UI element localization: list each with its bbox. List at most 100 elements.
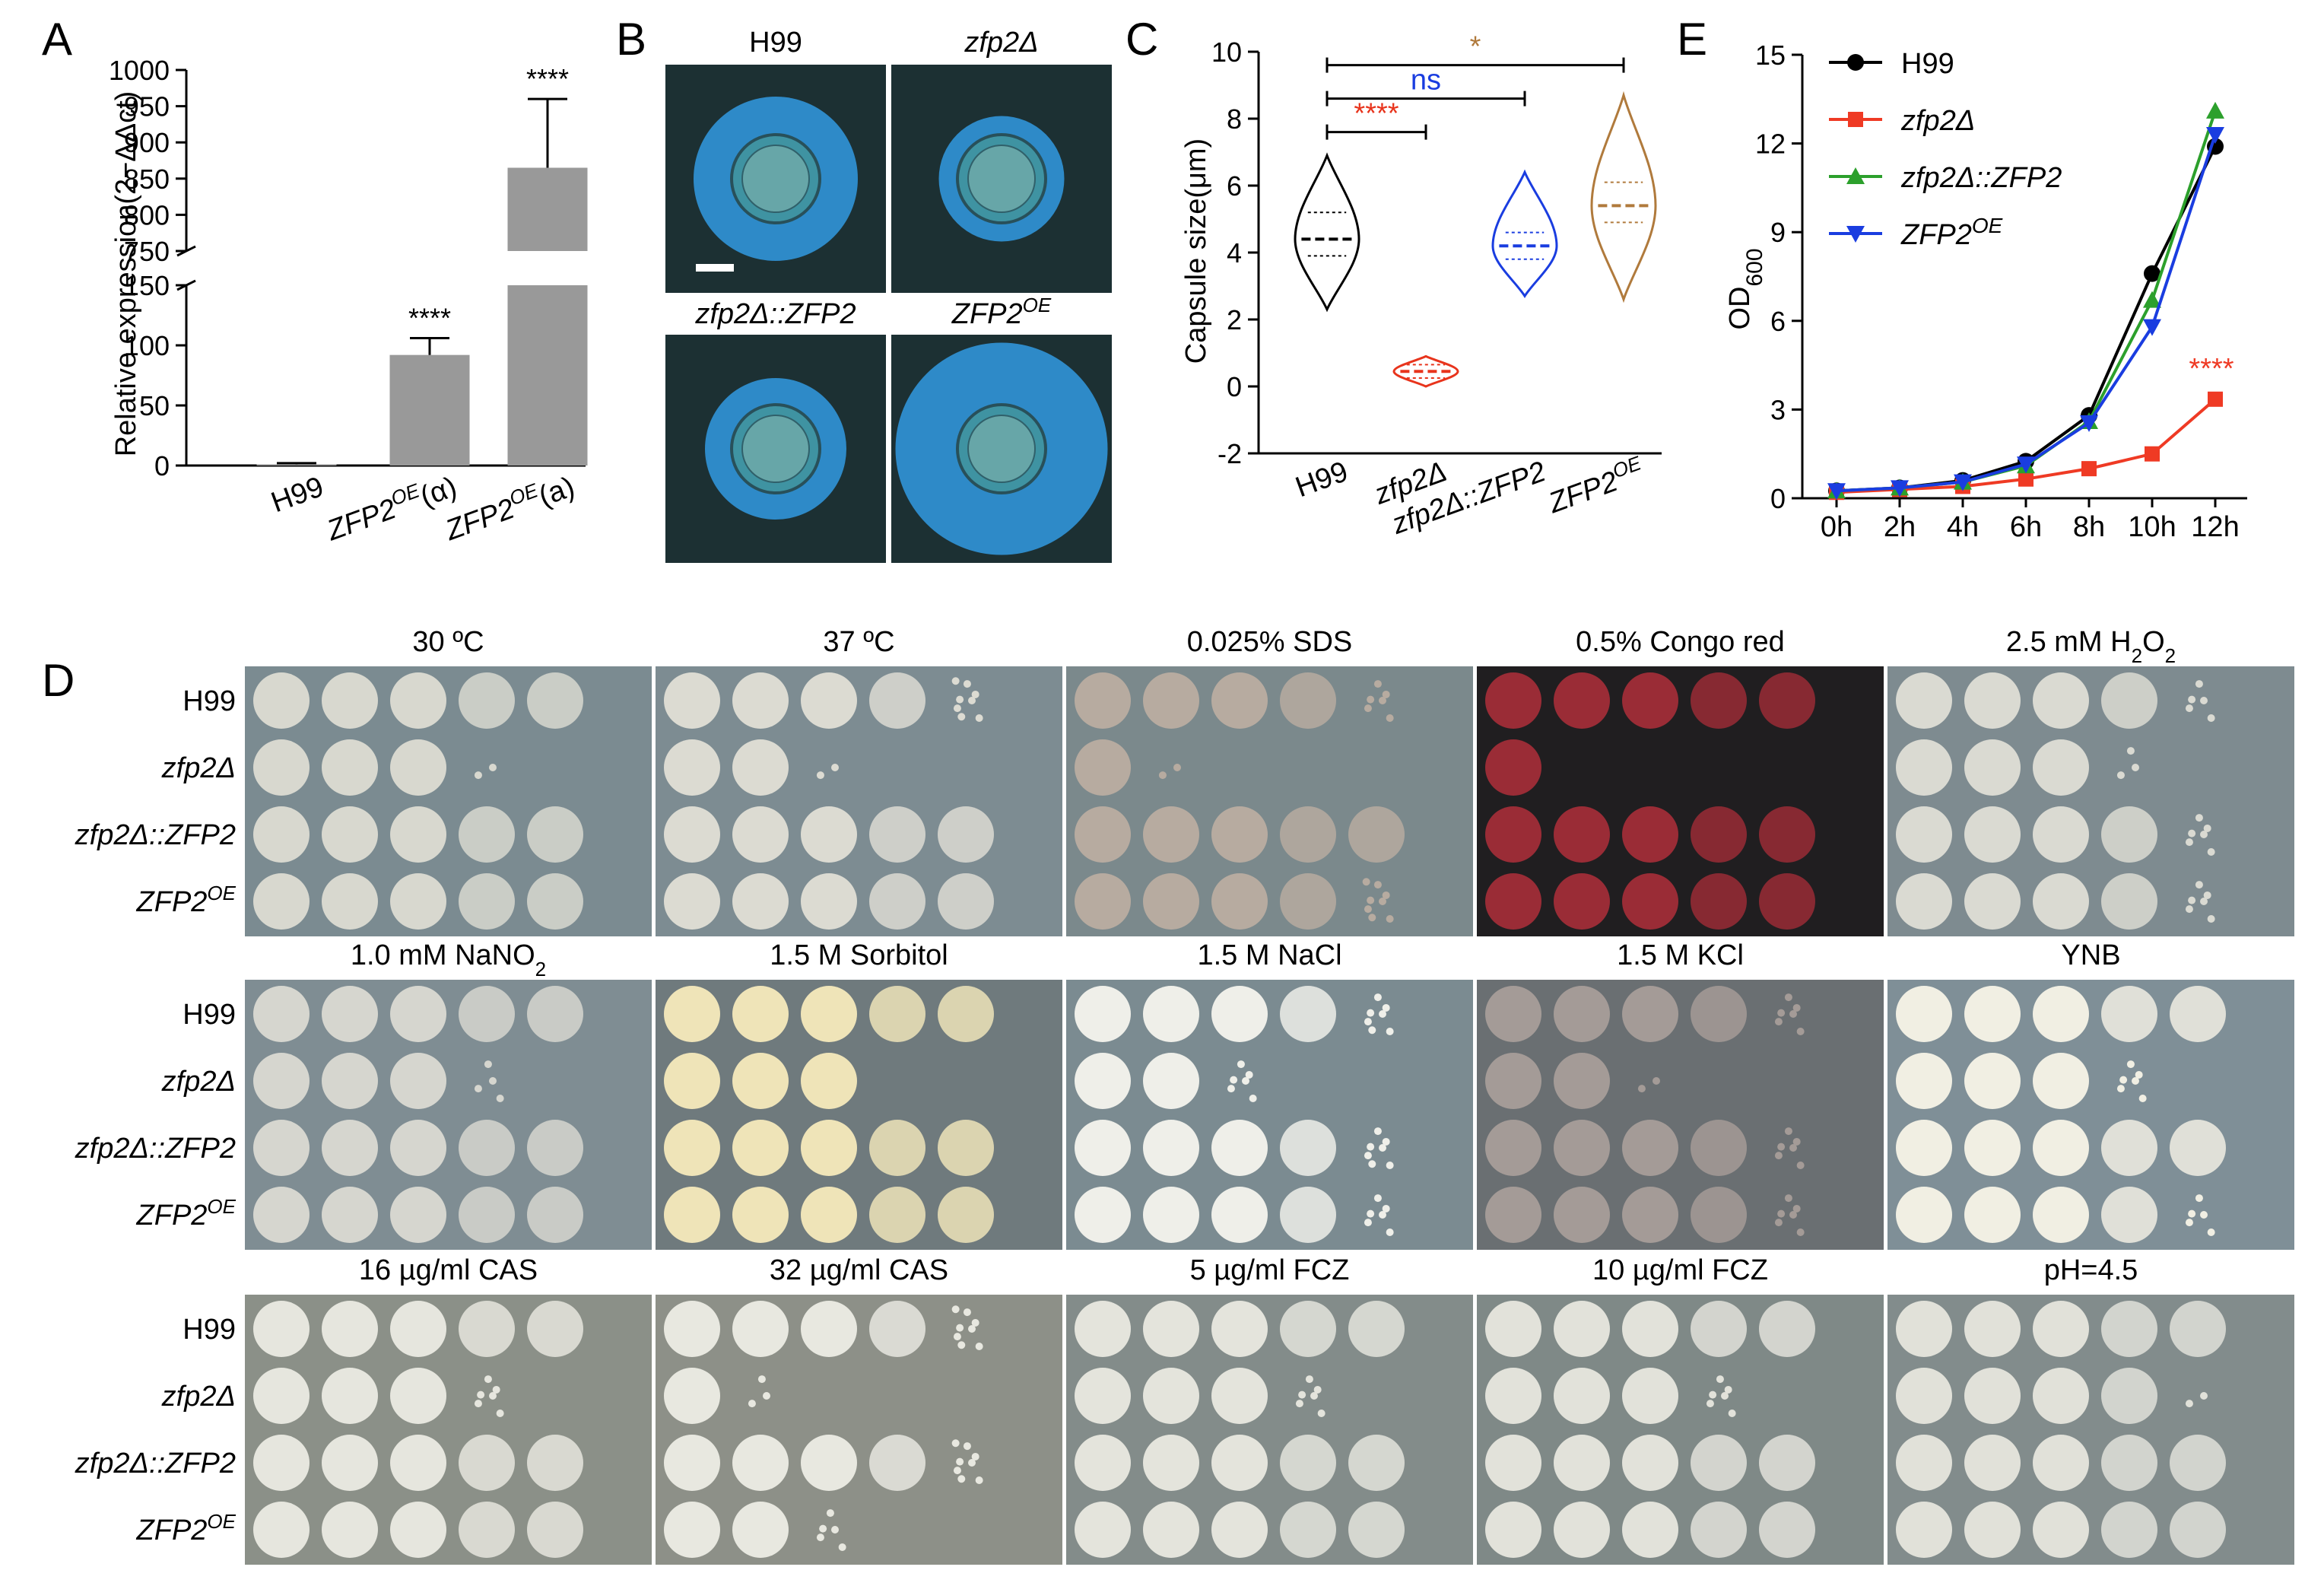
micrograph-label: zfp2Δ::ZFP2 [694,298,856,330]
colony-spot [2101,1301,2157,1357]
colony-spot [253,672,310,729]
colony-spot [1211,1435,1268,1491]
colony-spot [1143,1368,1199,1424]
plate-panel [245,666,652,936]
colony-spot [1964,672,2021,729]
condition-title-text: 1.0 mM NaNO [351,939,535,971]
colony-dot [1364,905,1372,914]
colony-spot [1143,672,1199,729]
colony-spot [1554,806,1610,863]
colony-spot [1485,739,1541,796]
colony-dot [1364,1152,1372,1160]
colony-dot [2188,896,2196,904]
colony-spot [1211,1120,1268,1176]
colony-dot [963,1308,971,1317]
colony-spot [2033,1368,2089,1424]
y-tick-label: 8 [1227,103,1242,135]
cell-interior [741,415,810,483]
colony-dot [748,1400,756,1408]
colony-dot [1789,1144,1797,1152]
y-tick-label: 2 [1227,304,1242,335]
marker-triangle-down [2080,415,2098,432]
colony-spot [1348,1435,1405,1491]
x-tick-label: 10h [2128,511,2176,543]
colony-dot [492,1385,500,1394]
colony-spot [527,1502,583,1558]
colony-spot [390,1120,446,1176]
colony-spot [869,986,925,1042]
colony-spot [1075,1053,1131,1109]
y-tick-label: 850 [124,164,170,195]
colony-dot [489,1392,497,1400]
panel-letter-b: B [616,14,646,65]
colony-spot [1896,739,1952,796]
colony-dot [1784,993,1792,1002]
colony-spot [1075,1120,1131,1176]
colony-spot [1759,1502,1815,1558]
colony-spot [459,1502,515,1558]
x-tick-label: 6h [2010,511,2042,543]
strain-label-base: zfp2Δ::ZFP2 [75,1133,236,1165]
x-tick-label: 4h [1947,511,1979,543]
colony-spot [1554,873,1610,930]
legend-entry-name: H99 [1901,48,1954,80]
colony-spot [322,1053,378,1109]
colony-spot [2101,873,2157,930]
colony-spot [1896,1301,1952,1357]
strain-label: H99 [183,685,236,717]
condition-title-text: 1.5 M Sorbitol [770,939,948,971]
marker-circle [2144,265,2160,282]
colony-spot [1280,1301,1336,1357]
strain-label: ZFP2OE [136,882,237,918]
marker-triangle-down [2143,319,2161,336]
colony-dot [489,1077,497,1085]
plate-panel [1066,1295,1473,1565]
colony-spot [664,1502,720,1558]
colony-spot [2170,1301,2226,1357]
colony-dot [1784,1127,1792,1136]
colony-spot [1211,1368,1268,1424]
marker-triangle-down [2017,456,2035,474]
colony-dot [484,1060,492,1069]
marker-triangle-up [2206,101,2224,119]
condition-title-text: pH=4.5 [2044,1254,2138,1286]
plate-panel [656,980,1062,1250]
condition-title-text: 10 µg/ml FCZ [1592,1254,1768,1286]
colony-dot [963,680,971,688]
colony-dot [2203,824,2211,832]
colony-spot [2170,1502,2226,1558]
colony-spot [664,672,720,729]
x-tick-suffix: (α) [416,471,461,513]
x-tick-label: H99 [267,471,328,519]
plate-panel [1477,1295,1884,1565]
colony-spot [2101,1187,2157,1243]
colony-spot [322,873,378,930]
colony-dot [2132,764,2139,771]
strain-label: zfp2Δ::ZFP2 [75,819,236,851]
colony-spot [2033,739,2089,796]
colony-spot [1622,1435,1678,1491]
colony-dot [953,704,961,713]
colony-spot [1280,1120,1336,1176]
cell-interior [741,145,810,213]
comparison-label: * [1470,31,1481,63]
colony-spot [2033,1301,2089,1357]
colony-dot [1367,1009,1375,1017]
colony-spot [1964,986,2021,1042]
colony-dot [1373,1127,1382,1136]
colony-dot [1774,1152,1783,1160]
condition-title-tail: O [2142,626,2165,658]
colony-spot [869,1187,925,1243]
colony-spot [527,986,583,1042]
colony-dot [1367,1143,1375,1151]
colony-spot [664,873,720,930]
colony-spot [2101,1502,2157,1558]
condition-title: 16 µg/ml CAS [359,1254,538,1286]
colony-spot [322,672,378,729]
colony-dot [1382,891,1390,899]
marker-square [1848,112,1863,127]
colony-dot [2200,1211,2208,1219]
colony-spot [390,1301,446,1357]
colony-dot [971,1452,979,1460]
colony-spot [1280,1502,1336,1558]
